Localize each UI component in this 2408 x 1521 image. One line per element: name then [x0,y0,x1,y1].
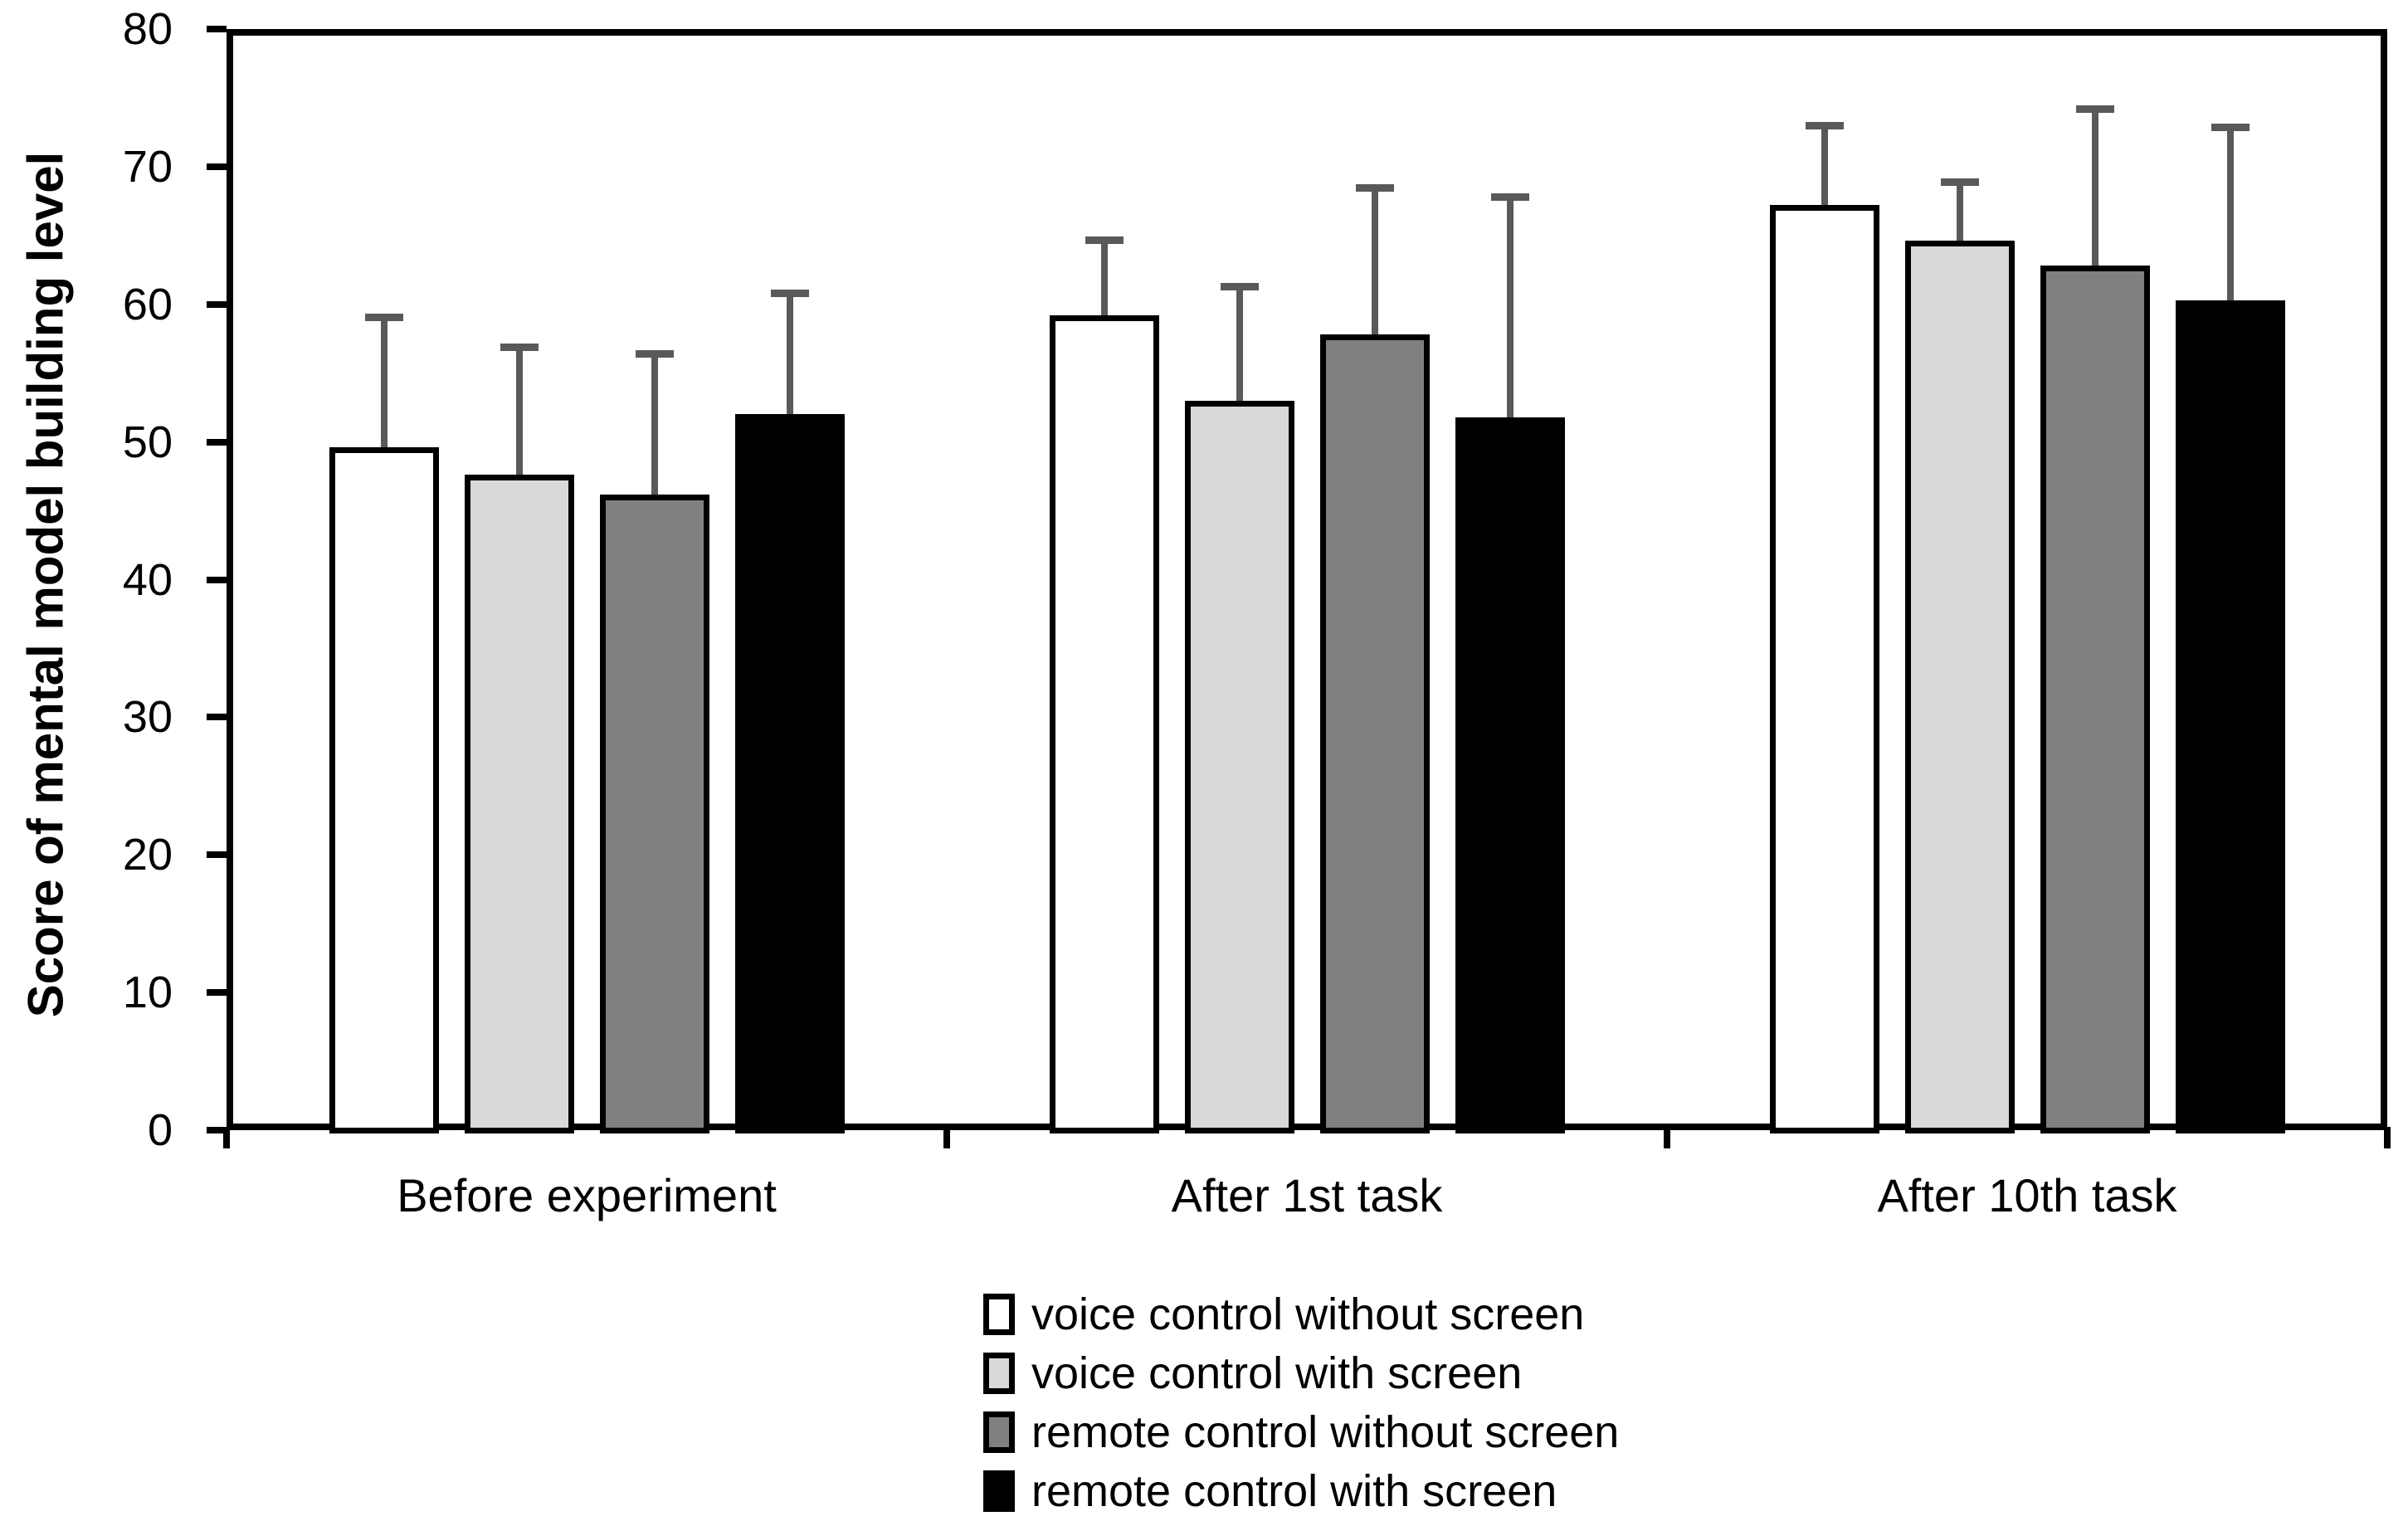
bar-voice-control-with-screen-group2 [1184,400,1294,1133]
error-bar-cap [635,350,674,358]
bar-voice-control-with-screen-group3 [1904,241,2015,1133]
bar-voice-control-without-screen-group3 [1769,205,1879,1133]
error-bar-line [380,316,388,448]
legend-item: remote control with screen [983,1461,1619,1520]
error-bar-line [1100,239,1108,315]
error-bar-cap [1220,283,1259,291]
bar-remote-control-without-screen-group1 [599,494,709,1133]
error-bar-line [515,347,523,475]
error-bar-line [651,353,658,495]
x-tick-mark [943,1127,950,1148]
error-bar-cap [2211,123,2250,131]
plot-area [227,29,2387,1130]
legend-label: remote control with screen [1031,1465,1557,1516]
legend-item: voice control with screen [983,1343,1619,1402]
y-tick-label: 50 [122,417,173,467]
error-bar-cap [1805,122,1844,130]
y-tick-label: 60 [122,279,173,329]
error-bar-line [1821,125,1828,206]
legend-item: voice control without screen [983,1285,1619,1343]
y-tick-mark [207,163,227,170]
y-tick-mark [207,1127,227,1133]
bar-voice-control-without-screen-group2 [1049,315,1159,1133]
x-tick-mark [1664,1127,1670,1148]
y-tick-mark [207,300,227,308]
x-tick-mark [2384,1127,2391,1148]
bar-remote-control-without-screen-group2 [1319,334,1430,1133]
bar-voice-control-with-screen-group1 [464,475,574,1133]
bar-remote-control-without-screen-group3 [2040,266,2150,1133]
y-tick-mark [207,989,227,997]
x-tick-mark [223,1127,230,1148]
y-tick-label: 0 [147,1105,173,1155]
error-bar-cap [500,344,539,352]
y-tick-mark [207,26,227,32]
error-bar-cap [1355,183,1394,192]
error-bar-cap [1940,178,1979,187]
legend-label: voice control without screen [1031,1289,1585,1339]
error-bar-line [2091,109,2098,266]
error-bar-line [1371,187,1378,335]
error-bar-cap [364,313,403,321]
y-tick-mark [207,576,227,583]
error-bar-line [2226,126,2234,300]
y-tick-label: 70 [122,141,173,192]
y-tick-mark [207,714,227,721]
y-tick-label: 20 [122,830,173,880]
error-bar-cap [2075,105,2114,114]
legend: voice control without screen voice contro… [983,1285,1619,1520]
x-category-label: Before experiment [397,1169,777,1221]
legend-swatch-icon [983,1352,1015,1394]
bar-remote-control-with-screen-group3 [2175,300,2285,1133]
y-tick-mark [207,851,227,859]
error-bar-line [1956,182,1963,241]
error-bar-cap [1085,236,1124,244]
bar-remote-control-with-screen-group1 [734,414,845,1133]
legend-label: voice control with screen [1031,1348,1523,1398]
legend-swatch-icon [983,1470,1015,1512]
y-tick-label: 10 [122,968,173,1018]
y-tick-mark [207,438,227,446]
x-category-label: After 10th task [1877,1169,2177,1221]
error-bar-cap [1490,193,1529,202]
y-tick-label: 80 [122,4,173,54]
legend-swatch-icon [983,1293,1015,1335]
bar-remote-control-with-screen-group2 [1455,417,1565,1133]
legend-label: remote control without screen [1031,1406,1620,1457]
error-bar-cap [770,290,809,298]
legend-item: remote control without screen [983,1402,1619,1461]
error-bar-line [786,293,793,415]
y-tick-label: 40 [122,554,173,605]
bar-voice-control-without-screen-group1 [329,447,439,1133]
x-category-label: After 1st task [1171,1169,1443,1221]
y-tick-label: 30 [122,692,173,743]
legend-swatch-icon [983,1411,1015,1453]
error-bar-line [1506,197,1514,417]
error-bar-line [1236,286,1243,401]
